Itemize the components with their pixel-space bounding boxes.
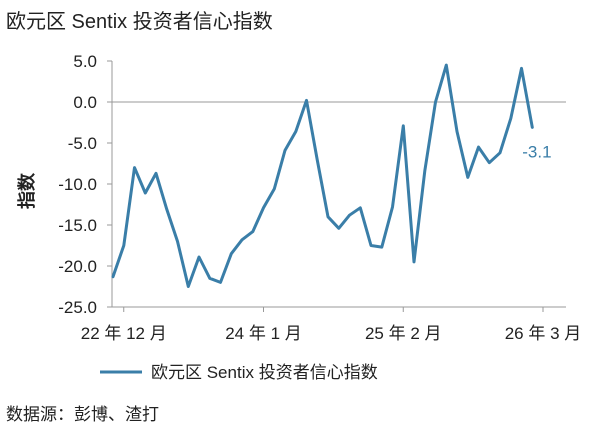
x-tick-label: 22 年 12 月 (81, 324, 167, 343)
x-tick-label: 25 年 2 月 (365, 324, 442, 343)
source-note: 数据源：彭博、渣打 (6, 405, 159, 424)
end-value-label: -3.1 (522, 142, 551, 161)
y-tick-label: -10.0 (58, 175, 97, 194)
x-axis-ticks: 22 年 12 月 24 年 1 月 25 年 2 月 26 年 3 月 (81, 307, 582, 343)
y-tick-label: -15.0 (58, 216, 97, 235)
legend-entry: 欧元区 Sentix 投资者信心指数 (151, 363, 378, 382)
x-tick-label: 26 年 3 月 (505, 324, 582, 343)
y-axis-label: 指数 (16, 172, 37, 209)
y-axis-ticks: 5.0 0.0 -5.0 -10.0 -15.0 -20.0 -25.0 (58, 52, 112, 317)
y-tick-label: -5.0 (68, 134, 97, 153)
y-tick-label: -25.0 (58, 298, 97, 317)
y-tick-label: 5.0 (73, 52, 97, 71)
y-tick-label: -20.0 (58, 257, 97, 276)
legend: 欧元区 Sentix 投资者信心指数 (100, 363, 378, 382)
x-tick-label: 24 年 1 月 (225, 324, 302, 343)
y-tick-label: 0.0 (73, 93, 97, 112)
series-line (111, 63, 534, 288)
chart-title: 欧元区 Sentix 投资者信心指数 (6, 10, 273, 33)
